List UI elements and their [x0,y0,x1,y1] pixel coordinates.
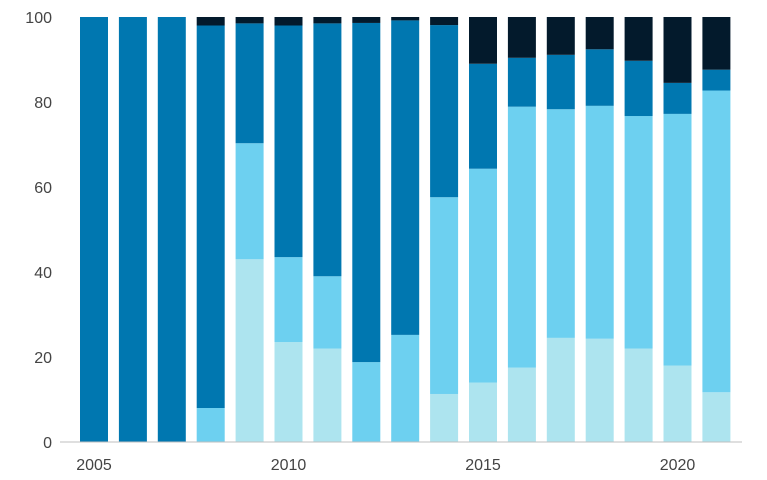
bar-segment-2012-s3 [352,22,381,363]
bar-segment-2013-s4 [391,17,420,21]
y-tick-label: 100 [25,10,52,27]
y-tick-label: 40 [34,265,52,282]
bar-segment-2008-s3 [196,25,225,408]
bar-segment-2015-s1 [469,382,497,442]
bar-segment-2016-s3 [507,57,536,107]
bar-segment-2017-s4 [546,17,575,55]
y-tick-label: 0 [43,435,52,452]
bar-segment-2017-s1 [546,337,575,443]
bar-segment-2005-s3 [80,17,108,442]
bar-segment-2016-s2 [507,106,536,368]
x-tick-label: 2015 [465,457,501,474]
bar-segment-2018-s3 [585,49,614,106]
bar-segment-2012-s2 [352,362,381,442]
bar-segment-2008-s4 [196,17,225,26]
bar-segment-2012-s4 [352,17,381,23]
bar-segment-2007-s3 [157,17,186,442]
y-tick-label: 20 [34,350,52,367]
bar-segment-2017-s3 [546,54,575,110]
bars-layer [80,17,731,443]
bar-segment-2006-s3 [118,17,147,442]
bar-segment-2009-s1 [235,259,264,442]
bar-segment-2010-s3 [274,25,303,258]
x-axis-ticks: 2005 2010 2015 2020 [76,457,695,474]
bar-segment-2008-s2 [196,408,225,442]
y-tick-label: 60 [34,180,52,197]
bar-segment-2009-s2 [235,143,264,260]
bar-segment-2021-s4 [702,17,731,70]
bar-segment-2020-s4 [663,17,692,83]
bar-segment-2018-s1 [585,338,614,442]
bar-segment-2021-s1 [702,392,731,442]
bar-segment-2020-s2 [663,113,692,366]
bar-segment-2010-s1 [274,342,303,443]
x-tick-label: 2010 [271,457,307,474]
bar-segment-2010-s2 [274,257,303,343]
bar-segment-2011-s4 [313,17,342,24]
bar-segment-2016-s1 [507,367,536,443]
bar-segment-2014-s2 [430,197,459,394]
bar-segment-2019-s3 [624,60,653,117]
y-tick-label: 80 [34,95,52,112]
bar-segment-2011-s3 [313,23,342,277]
bar-segment-2015-s4 [469,17,497,64]
bar-segment-2015-s3 [469,63,497,169]
bar-segment-2021-s3 [702,69,731,91]
x-tick-label: 2005 [76,457,112,474]
x-tick-label: 2020 [660,457,696,474]
y-axis-ticks: 0 20 40 60 80 100 [25,10,52,452]
bar-segment-2014-s4 [430,17,459,26]
bar-segment-2018-s2 [585,105,614,339]
bar-segment-2009-s3 [235,23,264,144]
bar-segment-2013-s2 [391,334,420,442]
bar-segment-2011-s1 [313,348,342,442]
bar-segment-2019-s1 [624,348,653,442]
bar-segment-2014-s3 [430,25,459,198]
bar-segment-2019-s4 [624,17,653,61]
bar-segment-2011-s2 [313,276,342,349]
bar-segment-2021-s2 [702,90,731,393]
bar-segment-2019-s2 [624,116,653,349]
bar-segment-2014-s1 [430,393,459,442]
bar-segment-2009-s4 [235,17,264,24]
bar-segment-2013-s3 [391,20,420,335]
bar-segment-2015-s2 [469,168,497,383]
bar-segment-2020-s1 [663,365,692,442]
bar-segment-2016-s4 [507,17,536,58]
bar-segment-2017-s2 [546,109,575,338]
bar-segment-2010-s4 [274,17,303,26]
bar-segment-2020-s3 [663,82,692,114]
bar-segment-2018-s4 [585,17,614,50]
